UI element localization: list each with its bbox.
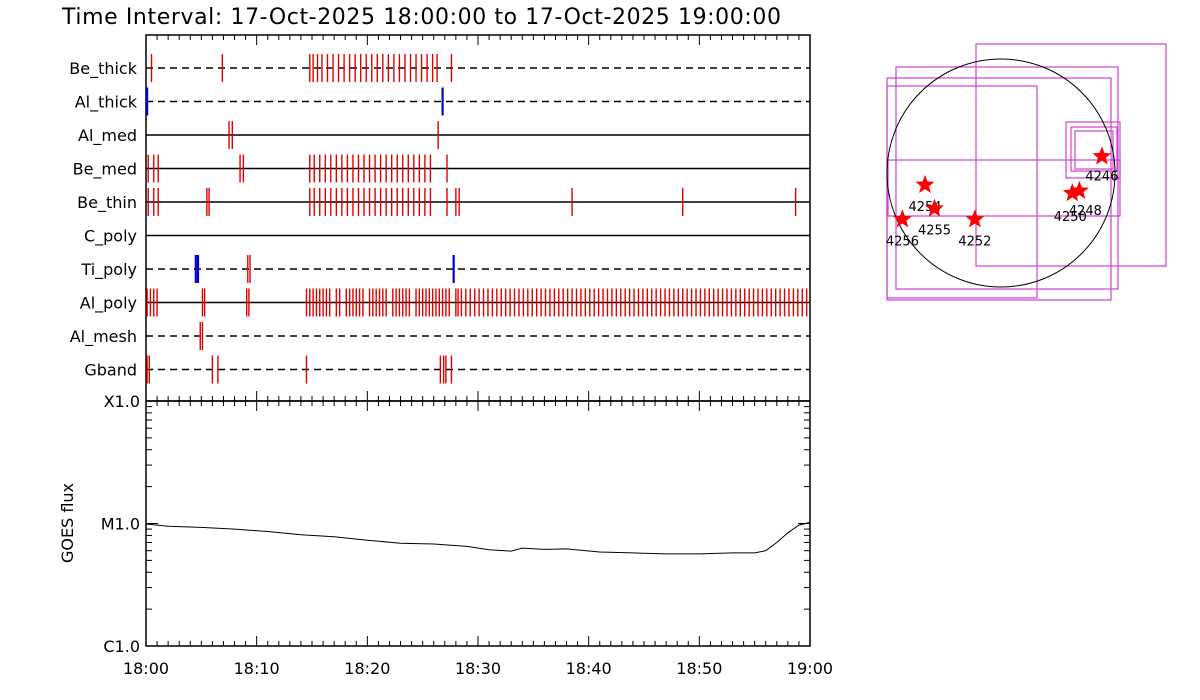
- active-region-label: 4256: [886, 234, 919, 249]
- timeline-row: Al_thick: [75, 87, 810, 116]
- active-region-star: [892, 209, 912, 228]
- x-tick-label: 18:20: [344, 659, 390, 678]
- timeline-row: Gband: [84, 355, 810, 384]
- active-region-label: 4252: [958, 234, 991, 249]
- timeline-row-label: Al_med: [78, 126, 137, 146]
- solar-limb: [886, 58, 1116, 288]
- timeline-row-label: C_poly: [84, 227, 137, 247]
- timeline-row: Al_mesh: [70, 322, 810, 350]
- timeline-rows: Be_thick Al_thick Al_med Be_med Be_thin C_pol…: [69, 54, 810, 384]
- active-region-label: 4255: [918, 224, 951, 239]
- timeline-row-label: Be_thick: [69, 59, 137, 79]
- fov-box: [886, 85, 1038, 299]
- timeline-row-label: Be_thin: [77, 193, 137, 213]
- timeline-row-label: Gband: [84, 361, 137, 380]
- goes-axes: X1.0 M1.0 C1.0 18:00 18:10 18:20 18:30 18:40 18:…: [101, 35, 833, 678]
- x-tick-label: 18:40: [566, 659, 612, 678]
- goes-flux-curve: [145, 521, 811, 555]
- active-region-label: 4250: [1054, 210, 1087, 225]
- goes-frame: [145, 400, 811, 647]
- fov-box: [975, 43, 1167, 267]
- x-tick-label: 18:10: [234, 659, 280, 678]
- fov-box: [1065, 121, 1121, 179]
- timeline-row-label: Ti_poly: [80, 260, 137, 280]
- goes-panel: X1.0 M1.0 C1.0 18:00 18:10 18:20 18:30 18:40 18:…: [58, 35, 833, 678]
- active-region-label: 4248: [1069, 204, 1102, 219]
- timeline-row-label: Be_med: [73, 160, 137, 180]
- active-region-star: [965, 209, 985, 228]
- active-region-star: [1069, 180, 1089, 199]
- timeline-panel: Be_thick Al_thick Al_med Be_med Be_thin C_pol…: [69, 34, 811, 402]
- x-tick-label: 19:00: [787, 659, 833, 678]
- timeline-frame: [145, 34, 811, 402]
- page-title: Time Interval: 17-Oct-2025 18:00:00 to 1…: [61, 5, 782, 30]
- goes-y-axis-label: GOES flux: [58, 483, 77, 563]
- active-region-star: [915, 174, 935, 193]
- active-region-star: [925, 198, 944, 217]
- timeline-row: Al_poly: [80, 288, 810, 317]
- timeline-row-label: Al_thick: [75, 93, 138, 113]
- timeline-row-label: Al_mesh: [70, 327, 137, 347]
- active-region-label: 4246: [1085, 169, 1118, 184]
- timeline-row: Al_med: [78, 121, 810, 149]
- timeline-row: Ti_poly: [80, 255, 810, 283]
- x-tick-label: 18:00: [123, 659, 169, 678]
- x-tick-label: 18:30: [455, 659, 501, 678]
- goes-y-tick-label: C1.0: [103, 637, 140, 656]
- active-region-star: [1092, 146, 1112, 165]
- active-region-star: [1062, 183, 1082, 202]
- timeline-row: Be_thick: [69, 54, 810, 82]
- goes-y-tick-label: X1.0: [104, 392, 140, 411]
- x-tick-label: 18:50: [676, 659, 722, 678]
- timeline-row-label: Al_poly: [80, 294, 137, 314]
- timeline-row: Be_med: [73, 154, 810, 183]
- timeline-row: C_poly: [84, 227, 810, 247]
- goes-y-tick-label: M1.0: [101, 515, 140, 534]
- fov-box: [1070, 126, 1118, 172]
- timeline-row: Be_thin: [77, 188, 810, 216]
